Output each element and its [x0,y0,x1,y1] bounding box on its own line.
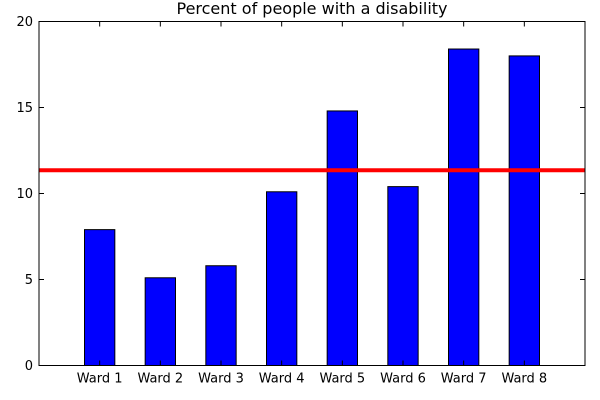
bars-layer [84,48,541,367]
bar-ward-8 [508,55,541,367]
bar-ward-4 [266,191,298,366]
chart-title: Percent of people with a disability [176,0,448,18]
bar-ward-3 [205,265,237,366]
x-tick-label: Ward 5 [319,372,365,387]
y-tick-label: 5 [25,273,33,288]
x-tick-label: Ward 1 [77,372,123,387]
x-tick-label: Ward 2 [137,372,183,387]
plot-frame [38,21,586,366]
y-tick-label: 10 [16,187,33,202]
bar-ward-2 [144,277,176,366]
y-tick-label: 15 [16,101,33,116]
bar-ward-7 [448,48,480,367]
bar-ward-1 [84,229,116,366]
y-tick-label: 0 [25,359,33,374]
x-tick-label: Ward 6 [380,372,426,387]
y-tick-label: 20 [16,15,33,30]
bar-ward-5 [326,110,359,366]
x-tick-label: Ward 3 [198,372,244,387]
x-axis: Ward 1 Ward 2 Ward 3 Ward 4 Ward 5 Ward 6 Ward… [77,21,547,387]
x-tick-label: Ward 4 [259,372,305,387]
x-tick-label: Ward 7 [441,372,487,387]
bar-ward-6 [387,186,419,366]
x-tick-label: Ward 8 [501,372,547,387]
y-axis: 0 5 10 15 20 [16,15,585,374]
